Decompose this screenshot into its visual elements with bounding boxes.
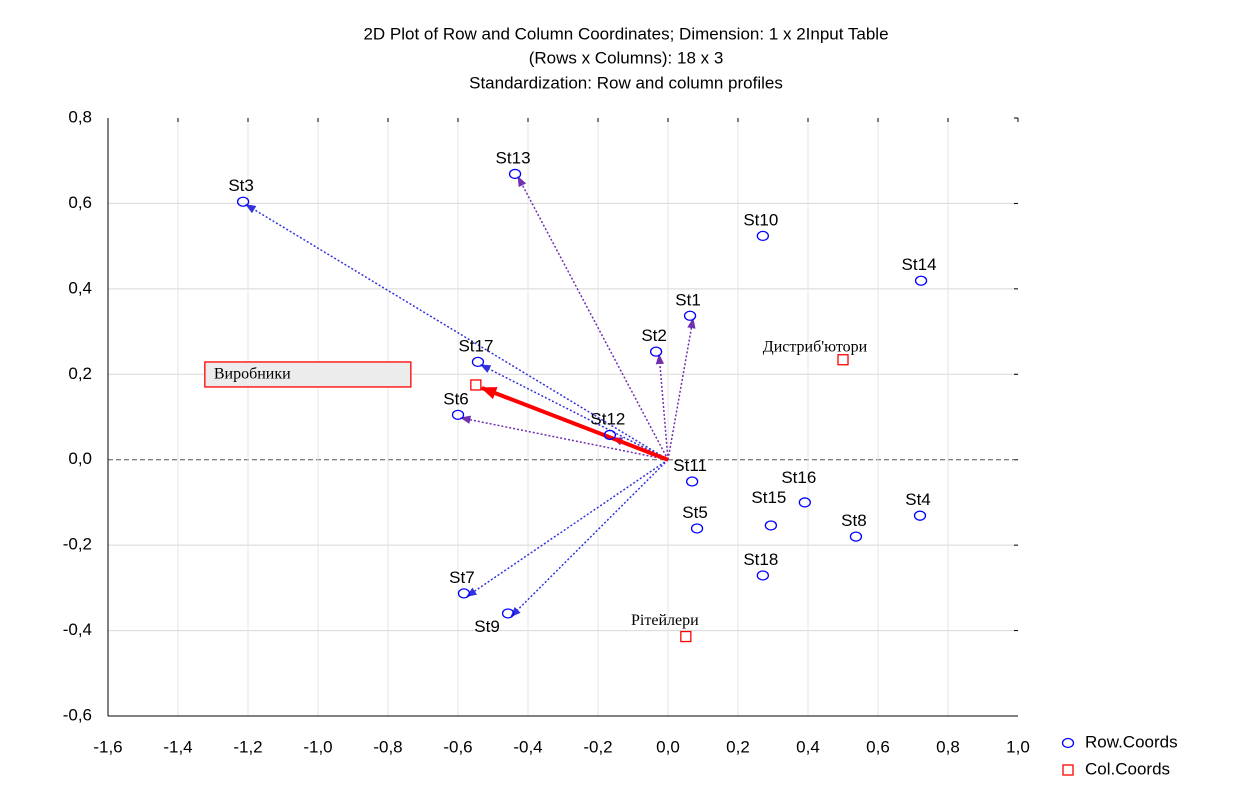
point-label: St16 bbox=[781, 468, 816, 487]
legend-marker bbox=[1061, 737, 1075, 749]
arrow bbox=[459, 415, 669, 461]
point bbox=[914, 275, 928, 286]
point-label: St17 bbox=[458, 336, 493, 355]
point-label: Дистриб'ютори bbox=[763, 338, 868, 355]
point-label: Виробники bbox=[214, 366, 291, 383]
y-tick-label: 0,6 bbox=[68, 193, 92, 212]
point bbox=[764, 520, 778, 531]
chart-title: 2D Plot of Row and Column Coordinates; D… bbox=[363, 24, 888, 43]
y-tick-label: -0,4 bbox=[63, 620, 92, 639]
arrow bbox=[667, 317, 696, 460]
arrow bbox=[466, 459, 669, 598]
x-tick-label: 0,6 bbox=[866, 737, 890, 756]
y-tick-label: -0,6 bbox=[63, 705, 92, 724]
point-label: Рітейлери bbox=[631, 612, 699, 629]
point bbox=[451, 409, 465, 421]
x-tick-label: -0,8 bbox=[373, 737, 402, 756]
point-label: St10 bbox=[743, 210, 778, 229]
x-tick-label: -0,6 bbox=[443, 737, 472, 756]
chart-title: Standardization: Row and column profiles bbox=[469, 73, 783, 92]
arrow bbox=[655, 353, 669, 460]
point bbox=[470, 379, 482, 391]
point-label: St7 bbox=[449, 568, 475, 587]
point bbox=[501, 608, 515, 619]
arrow bbox=[517, 176, 669, 461]
point-label: St3 bbox=[228, 176, 254, 195]
y-tick-label: -0,2 bbox=[63, 535, 92, 554]
y-tick-label: 0,4 bbox=[68, 278, 92, 297]
point bbox=[686, 476, 699, 487]
y-tick-label: 0,0 bbox=[68, 449, 92, 468]
x-tick-label: -1,6 bbox=[93, 737, 122, 756]
point bbox=[837, 354, 849, 366]
arrow bbox=[480, 364, 669, 461]
arrow bbox=[480, 386, 669, 462]
point bbox=[756, 230, 769, 242]
point-label: St1 bbox=[675, 290, 701, 309]
point bbox=[457, 588, 471, 599]
point-label: St5 bbox=[682, 503, 708, 522]
y-tick-label: 0,2 bbox=[68, 364, 92, 383]
point bbox=[913, 510, 927, 521]
point-label: St15 bbox=[751, 488, 786, 507]
point bbox=[798, 497, 811, 508]
y-tick-label: 0,8 bbox=[68, 107, 92, 126]
point-label: St8 bbox=[841, 511, 867, 530]
point-label: St6 bbox=[443, 389, 469, 408]
point bbox=[649, 346, 663, 357]
point-label: St4 bbox=[905, 490, 931, 509]
x-tick-label: 0,4 bbox=[796, 737, 820, 756]
point bbox=[690, 523, 704, 534]
x-tick-label: 1,0 bbox=[1006, 737, 1030, 756]
point-label: St2 bbox=[641, 326, 667, 345]
label-box bbox=[204, 361, 412, 388]
x-tick-label: -1,2 bbox=[233, 737, 262, 756]
chart-title: (Rows x Columns): 18 x 3 bbox=[529, 48, 724, 67]
point bbox=[683, 310, 697, 321]
point bbox=[756, 570, 769, 581]
x-tick-label: -0,4 bbox=[513, 737, 542, 756]
point bbox=[849, 531, 863, 542]
point bbox=[680, 630, 692, 643]
legend-label: Col.Coords bbox=[1085, 759, 1170, 778]
legend-label: Row.Coords bbox=[1085, 732, 1178, 751]
x-tick-label: -1,0 bbox=[303, 737, 332, 756]
point-label: St18 bbox=[743, 550, 778, 569]
arrow bbox=[510, 459, 669, 618]
point bbox=[471, 356, 485, 368]
point bbox=[508, 168, 522, 180]
point-label: St12 bbox=[590, 409, 625, 428]
point bbox=[603, 429, 617, 441]
x-tick-label: 0,8 bbox=[936, 737, 960, 756]
x-tick-label: -0,2 bbox=[583, 737, 612, 756]
x-tick-label: 0,0 bbox=[656, 737, 680, 756]
point-label: St13 bbox=[496, 148, 531, 167]
point-label: St14 bbox=[902, 255, 937, 274]
legend-marker bbox=[1062, 764, 1074, 776]
point-label: St9 bbox=[474, 617, 500, 636]
x-tick-label: 0,2 bbox=[726, 737, 750, 756]
point bbox=[236, 196, 250, 207]
x-tick-label: -1,4 bbox=[163, 737, 192, 756]
point-label: St11 bbox=[673, 456, 707, 475]
